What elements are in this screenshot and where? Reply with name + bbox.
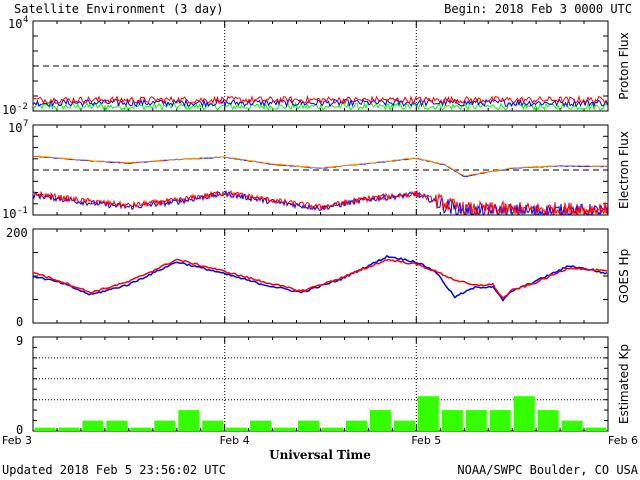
kp-bar [130, 427, 152, 431]
updated-time: Updated 2018 Feb 5 23:56:02 UTC [2, 463, 226, 477]
y-axis-label: Electron Flux [617, 131, 631, 209]
kp-bar [537, 410, 559, 431]
proton-series-blue [32, 97, 608, 108]
electron-series-red [32, 189, 609, 216]
kp-bar [106, 420, 128, 431]
proton-series-red [32, 94, 608, 105]
kp-bar [178, 410, 200, 431]
y-tick-label: 10 [2, 207, 16, 221]
panel-frame-2 [32, 124, 609, 216]
y-tick-exponent: -2 [17, 102, 28, 112]
y-tick-label: 200 [6, 226, 28, 240]
kp-bar [465, 410, 487, 431]
begin-time: Begin: 2018 Feb 3 0000 UTC [444, 2, 632, 16]
y-tick-label: 10 [8, 121, 22, 135]
y-tick-label: 9 [16, 334, 23, 348]
panel-frame-3 [32, 228, 609, 324]
x-axis-label: Universal Time [269, 448, 371, 462]
x-tick-label: Feb 5 [411, 434, 441, 447]
y-tick-exponent: -1 [17, 206, 28, 216]
kp-bar [226, 427, 248, 431]
kp-bar [202, 420, 224, 431]
kp-bar [441, 410, 463, 431]
kp-bar [346, 420, 367, 431]
kp-bar [513, 396, 535, 431]
y-axis-label: Proton Flux [617, 32, 631, 99]
hp-series-blue [32, 254, 608, 303]
kp-bar [369, 410, 391, 431]
kp-bar [417, 396, 439, 431]
kp-bar [489, 410, 511, 431]
kp-bar [82, 420, 104, 431]
x-tick-label: Feb 6 [608, 434, 638, 447]
y-tick-label: 10 [2, 103, 16, 117]
kp-bar [393, 420, 415, 431]
chart-title: Satellite Environment (3 day) [14, 2, 224, 16]
y-axis-label: GOES Hp [617, 249, 631, 303]
y-tick-exponent: 4 [23, 15, 28, 25]
kp-bar [561, 420, 583, 431]
electron-series-orange [32, 155, 608, 177]
kp-bar [154, 420, 176, 431]
kp-bar [274, 427, 296, 431]
electron-series-blue [32, 189, 609, 216]
x-tick-label: Feb 3 [2, 434, 32, 447]
kp-bar [34, 427, 56, 431]
y-tick-exponent: 7 [23, 119, 28, 129]
y-tick-label: 10 [8, 17, 22, 31]
y-axis-label: Estimated Kp [617, 344, 631, 424]
y-tick-label: 0 [16, 423, 23, 437]
kp-bar [585, 427, 607, 431]
kp-bar [322, 427, 343, 431]
y-tick-label: 0 [16, 315, 23, 329]
x-tick-label: Feb 4 [220, 434, 250, 447]
kp-bar [250, 420, 272, 431]
credit: NOAA/SWPC Boulder, CO USA [457, 463, 638, 477]
electron-series-blue [32, 155, 608, 178]
hp-series-red [32, 258, 608, 299]
kp-bar [58, 427, 80, 431]
kp-bar [298, 420, 319, 431]
